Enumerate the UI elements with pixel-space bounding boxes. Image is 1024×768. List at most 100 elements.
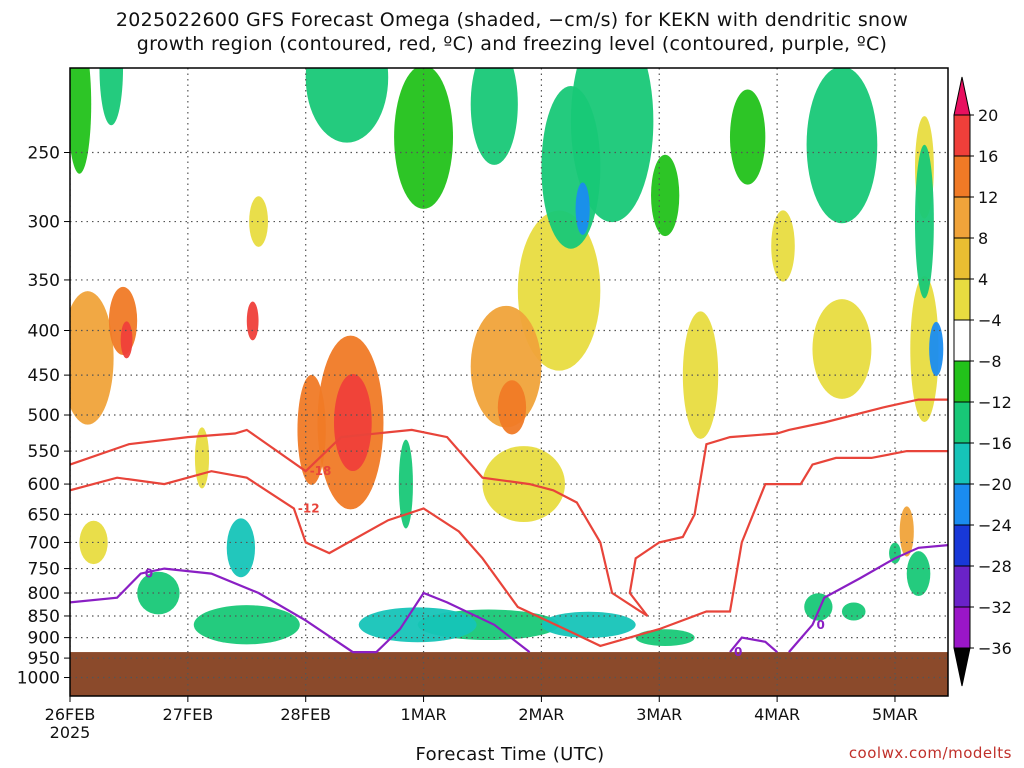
omega-region-11 — [394, 68, 454, 209]
x-tick-label-0: 26FEB — [45, 705, 96, 724]
x-tick-label-6: 4MAR — [754, 705, 800, 724]
omega-region-42 — [120, 321, 133, 359]
omega-region-13 — [729, 89, 766, 185]
colorbar-label-5: −4 — [978, 311, 1002, 330]
colorbar-box-5 — [953, 319, 971, 362]
chart-title-line-2: growth region (contoured, red, ºC) and f… — [136, 33, 888, 55]
y-tick-label-8: 650 — [28, 505, 60, 525]
y-tick-label-2: 350 — [28, 271, 60, 291]
colorbar-label-0: 20 — [978, 106, 998, 125]
freezing-contour-0 — [70, 567, 531, 654]
dgz-contour-0-label: -18 — [310, 464, 332, 478]
x-tick-label-5: 3MAR — [636, 705, 682, 724]
colorbar-box-12 — [953, 606, 971, 649]
y-tick-label-4: 450 — [28, 366, 60, 386]
colorbar-label-4: 4 — [978, 270, 988, 289]
dgz-contour-1 — [70, 450, 948, 648]
colorbar-label-8: −16 — [978, 434, 1012, 453]
colorbar-box-3 — [953, 237, 971, 280]
x-tick-label-2: 28FEB — [280, 705, 331, 724]
chart-title-line-1: 2025022600 GFS Forecast Omega (shaded, −… — [115, 9, 909, 31]
y-tick-label-3: 400 — [28, 322, 60, 342]
colorbar-label-1: 16 — [978, 147, 998, 166]
omega-region-32 — [841, 602, 866, 621]
omega-region-17 — [806, 68, 878, 224]
colorbar-label-10: −24 — [978, 516, 1012, 535]
colorbar-label-11: −28 — [978, 557, 1012, 576]
y-tick-label-9: 700 — [28, 533, 60, 553]
freezing-contour-1-label: 0 — [734, 645, 742, 659]
omega-region-35 — [358, 607, 477, 643]
omega-region-22 — [70, 291, 114, 425]
colorbar-box-0 — [953, 114, 971, 157]
omega-region-14 — [99, 68, 124, 126]
colorbar-box-10 — [953, 524, 971, 567]
colorbar-label-3: 8 — [978, 229, 988, 248]
y-tick-label-13: 900 — [28, 629, 60, 649]
freezing-contour-2-label: 0 — [816, 618, 824, 632]
colorbar-label-9: −20 — [978, 475, 1012, 494]
colorbar-box-2 — [953, 196, 971, 239]
y-tick-label-15: 1000 — [17, 669, 60, 689]
x-tick-label-7: 5MAR — [872, 705, 918, 724]
x-axis-label: Forecast Time (UTC) — [415, 744, 605, 765]
omega-region-12 — [651, 154, 680, 237]
omega-region-41 — [575, 182, 590, 235]
y-tick-label-11: 800 — [28, 584, 60, 604]
freezing-contour-1 — [729, 636, 778, 653]
dgz-contour-1-label: -12 — [298, 502, 320, 516]
y-tick-label-1: 300 — [28, 213, 60, 233]
colorbar-box-6 — [953, 360, 971, 403]
omega-region-43 — [333, 373, 372, 472]
omega-region-26 — [541, 86, 601, 249]
colorbar-box-7 — [953, 401, 971, 444]
y-tick-label-12: 850 — [28, 607, 60, 627]
omega-region-7 — [910, 275, 939, 423]
y-tick-label-7: 600 — [28, 475, 60, 495]
omega-region-28 — [193, 605, 300, 645]
colorbar-top-triangle — [953, 76, 971, 116]
omega-region-19 — [804, 593, 833, 621]
omega-region-24 — [899, 506, 914, 557]
omega-region-39 — [497, 380, 527, 435]
colorbar-box-8 — [953, 442, 971, 485]
omega-region-2 — [249, 196, 268, 247]
omega-region-25 — [305, 68, 389, 143]
colorbar-bottom-triangle — [953, 647, 971, 687]
colorbar-box-1 — [953, 155, 971, 198]
colorbar-label-6: −8 — [978, 352, 1002, 371]
colorbar-label-2: 12 — [978, 188, 998, 207]
colorbar-box-11 — [953, 565, 971, 608]
x-tick-sublabel-0: 2025 — [50, 723, 91, 742]
y-tick-label-6: 550 — [28, 442, 60, 462]
freezing-contour-2 — [788, 544, 948, 653]
omega-region-6 — [812, 299, 872, 399]
x-tick-label-3: 1MAR — [401, 705, 447, 724]
omega-region-15 — [470, 68, 518, 165]
source-credit: coolwx.com/modelts — [848, 744, 1012, 762]
y-tick-label-10: 750 — [28, 560, 60, 580]
omega-region-20 — [906, 551, 931, 597]
colorbar-label-12: −32 — [978, 598, 1012, 617]
colorbar-box-9 — [953, 483, 971, 526]
x-tick-label-4: 2MAR — [518, 705, 564, 724]
y-tick-label-5: 500 — [28, 406, 60, 426]
omega-region-10 — [70, 68, 92, 174]
omega-region-0 — [79, 520, 108, 565]
omega-region-40 — [246, 301, 259, 341]
colorbar-label-7: −12 — [978, 393, 1012, 412]
y-tick-label-14: 950 — [28, 649, 60, 669]
omega-region-27 — [915, 144, 934, 299]
dgz-contour-0 — [70, 398, 948, 617]
omega-region-4 — [682, 311, 719, 439]
y-tick-label-0: 250 — [28, 144, 60, 164]
terrain-block — [70, 652, 948, 696]
omega-region-34 — [226, 518, 256, 578]
omega-region-36 — [541, 611, 636, 638]
plot-frame — [69, 67, 949, 697]
omega-region-44 — [929, 321, 944, 377]
colorbar-box-4 — [953, 278, 971, 321]
x-tick-label-1: 27FEB — [163, 705, 214, 724]
freezing-contour-0-label: 0 — [145, 567, 153, 581]
